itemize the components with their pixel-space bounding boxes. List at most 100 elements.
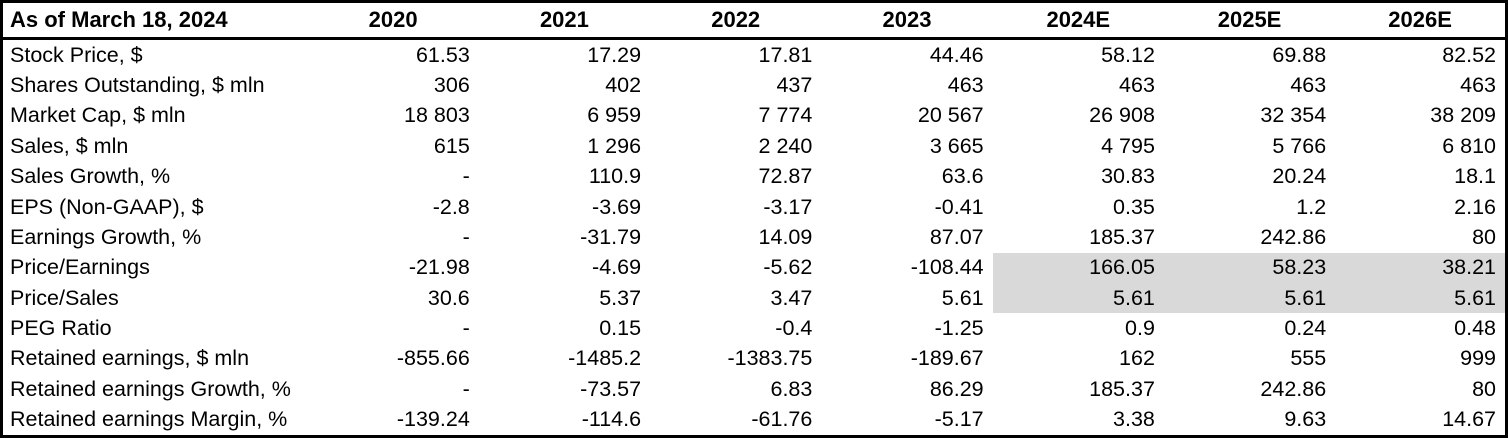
table-row: PEG Ratio - 0.15 -0.4 -1.25 0.9 0.24 0.48: [2, 313, 1507, 343]
cell-value: 61.53: [415, 42, 470, 67]
cell-value: 18 803: [404, 103, 470, 128]
cell-value: 6.83: [770, 376, 813, 401]
cell-value: -5.62: [763, 255, 813, 280]
cell-value: 6 959: [587, 103, 642, 128]
cell-value: -108.44: [910, 255, 984, 280]
cell-value: 162: [1119, 346, 1155, 371]
table-row: Stock Price, $ 61.53 17.29 17.81 44.46 58.12 6…: [2, 39, 1507, 71]
cell-value: 63.6: [941, 164, 984, 189]
cell-value: 30.6: [427, 285, 470, 310]
cell-value: 30.83: [1101, 164, 1155, 189]
column-header-2023: 2023: [821, 1, 993, 40]
cell-value: 5.61: [1335, 283, 1507, 314]
cell-value: 555: [1290, 346, 1327, 371]
cell-value: 0.9: [1125, 316, 1155, 341]
cell-value: 306: [433, 73, 470, 98]
cell-value: 0.48: [1454, 316, 1496, 341]
cell-value: 72.87: [758, 164, 813, 189]
cell-value: 242.86: [1260, 224, 1327, 249]
cell-value: 5.61: [941, 285, 984, 310]
cell-value: 3.38: [1113, 407, 1155, 432]
cell-value: 26 908: [1089, 103, 1155, 128]
cell-value: -2.8: [432, 194, 470, 219]
row-label: Market Cap, $ mln: [10, 103, 186, 128]
cell-value: -0.41: [934, 194, 984, 219]
cell-value: -: [462, 316, 470, 341]
cell-value: 20 567: [917, 103, 984, 128]
cell-value: 5.37: [599, 285, 642, 310]
cell-value: -61.76: [751, 407, 813, 432]
cell-value: 80: [1472, 376, 1496, 401]
row-label: Earnings Growth, %: [10, 224, 202, 249]
table-row: EPS (Non-GAAP), $ -2.8 -3.69 -3.17 -0.41 0.35…: [2, 192, 1507, 222]
table-row: Retained earnings Growth, % - -73.57 6.83 86…: [2, 374, 1507, 404]
column-header-2024e: 2024E: [992, 1, 1164, 40]
cell-value: 437: [776, 73, 813, 98]
row-label: PEG Ratio: [10, 316, 112, 341]
cell-value: 2 240: [758, 133, 813, 158]
column-header-2025e: 2025E: [1163, 1, 1336, 40]
cell-value: 166.05: [992, 252, 1164, 284]
column-header-2022: 2022: [650, 1, 822, 40]
cell-value: 0.35: [1113, 194, 1155, 219]
row-label: EPS (Non-GAAP), $: [10, 194, 204, 219]
cell-value: -114.6: [581, 407, 642, 432]
cell-value: 44.46: [929, 42, 984, 67]
cell-value: 5 766: [1272, 133, 1327, 158]
row-label: Shares Outstanding, $ mln: [10, 73, 265, 98]
row-label: Price/Sales: [10, 285, 119, 310]
cell-value: -73.57: [580, 376, 642, 401]
cell-value: 17.81: [758, 42, 813, 67]
cell-value: 9.63: [1284, 407, 1327, 432]
row-label: Retained earnings, $ mln: [10, 346, 250, 371]
table-row: Price/Sales 30.6 5.37 3.47 5.61 5.61 5.61 5.61: [2, 283, 1507, 314]
cell-value: 402: [605, 73, 642, 98]
cell-value: 463: [1290, 73, 1327, 98]
cell-value: 615: [433, 133, 470, 158]
table-row: Sales Growth, % - 110.9 72.87 63.6 30.83 20.24…: [2, 162, 1507, 192]
row-label: Price/Earnings: [10, 255, 150, 280]
table-row: Market Cap, $ mln 18 803 6 959 7 774 20 567 2…: [2, 101, 1507, 131]
cell-value: 82.52: [1442, 42, 1496, 67]
cell-value: -139.24: [396, 407, 470, 432]
row-label: Retained earnings Growth, %: [10, 376, 291, 401]
cell-value: 242.86: [1260, 376, 1327, 401]
cell-value: -189.67: [910, 346, 984, 371]
row-label: Retained earnings Margin, %: [10, 407, 288, 432]
cell-value: 86.29: [929, 376, 984, 401]
table-row: Sales, $ mln 615 1 296 2 240 3 665 4 795 5 766…: [2, 131, 1507, 161]
cell-value: -5.17: [934, 407, 984, 432]
cell-value: -855.66: [396, 346, 470, 371]
row-label: Sales, $ mln: [10, 133, 129, 158]
cell-value: 5.61: [992, 283, 1164, 314]
cell-value: 2.16: [1454, 194, 1496, 219]
cell-value: 0.15: [599, 316, 642, 341]
cell-value: 38.21: [1335, 252, 1507, 284]
cell-value: 38 209: [1430, 103, 1496, 128]
column-header-2021: 2021: [478, 1, 651, 40]
cell-value: 4 795: [1101, 133, 1155, 158]
cell-value: 463: [1460, 73, 1496, 98]
cell-value: 3.47: [770, 285, 813, 310]
cell-value: 110.9: [588, 164, 642, 189]
cell-value: 999: [1460, 346, 1496, 371]
table-row: Retained earnings Margin, % -139.24 -114.6…: [2, 405, 1507, 437]
table-row: Price/Earnings -21.98 -4.69 -5.62 -108.44 166…: [2, 252, 1507, 284]
cell-value: 14.09: [758, 224, 813, 249]
cell-value: 185.37: [1089, 376, 1155, 401]
cell-value: 3 665: [929, 133, 984, 158]
cell-value: 7 774: [758, 103, 813, 128]
cell-value: 58.12: [1101, 42, 1155, 67]
table-title: As of March 18, 2024: [1, 1, 308, 40]
cell-value: 58.23: [1163, 252, 1336, 284]
column-header-2020: 2020: [307, 1, 479, 40]
table-row: Retained earnings, $ mln -855.66 -1485.2 -1…: [2, 344, 1507, 374]
cell-value: 18.1: [1454, 164, 1496, 189]
column-header-2026e: 2026E: [1335, 1, 1507, 40]
cell-value: 0.24: [1284, 316, 1327, 341]
cell-value: 463: [1119, 73, 1155, 98]
cell-value: 69.88: [1272, 42, 1327, 67]
cell-value: 185.37: [1089, 224, 1155, 249]
cell-value: -1.25: [934, 316, 984, 341]
